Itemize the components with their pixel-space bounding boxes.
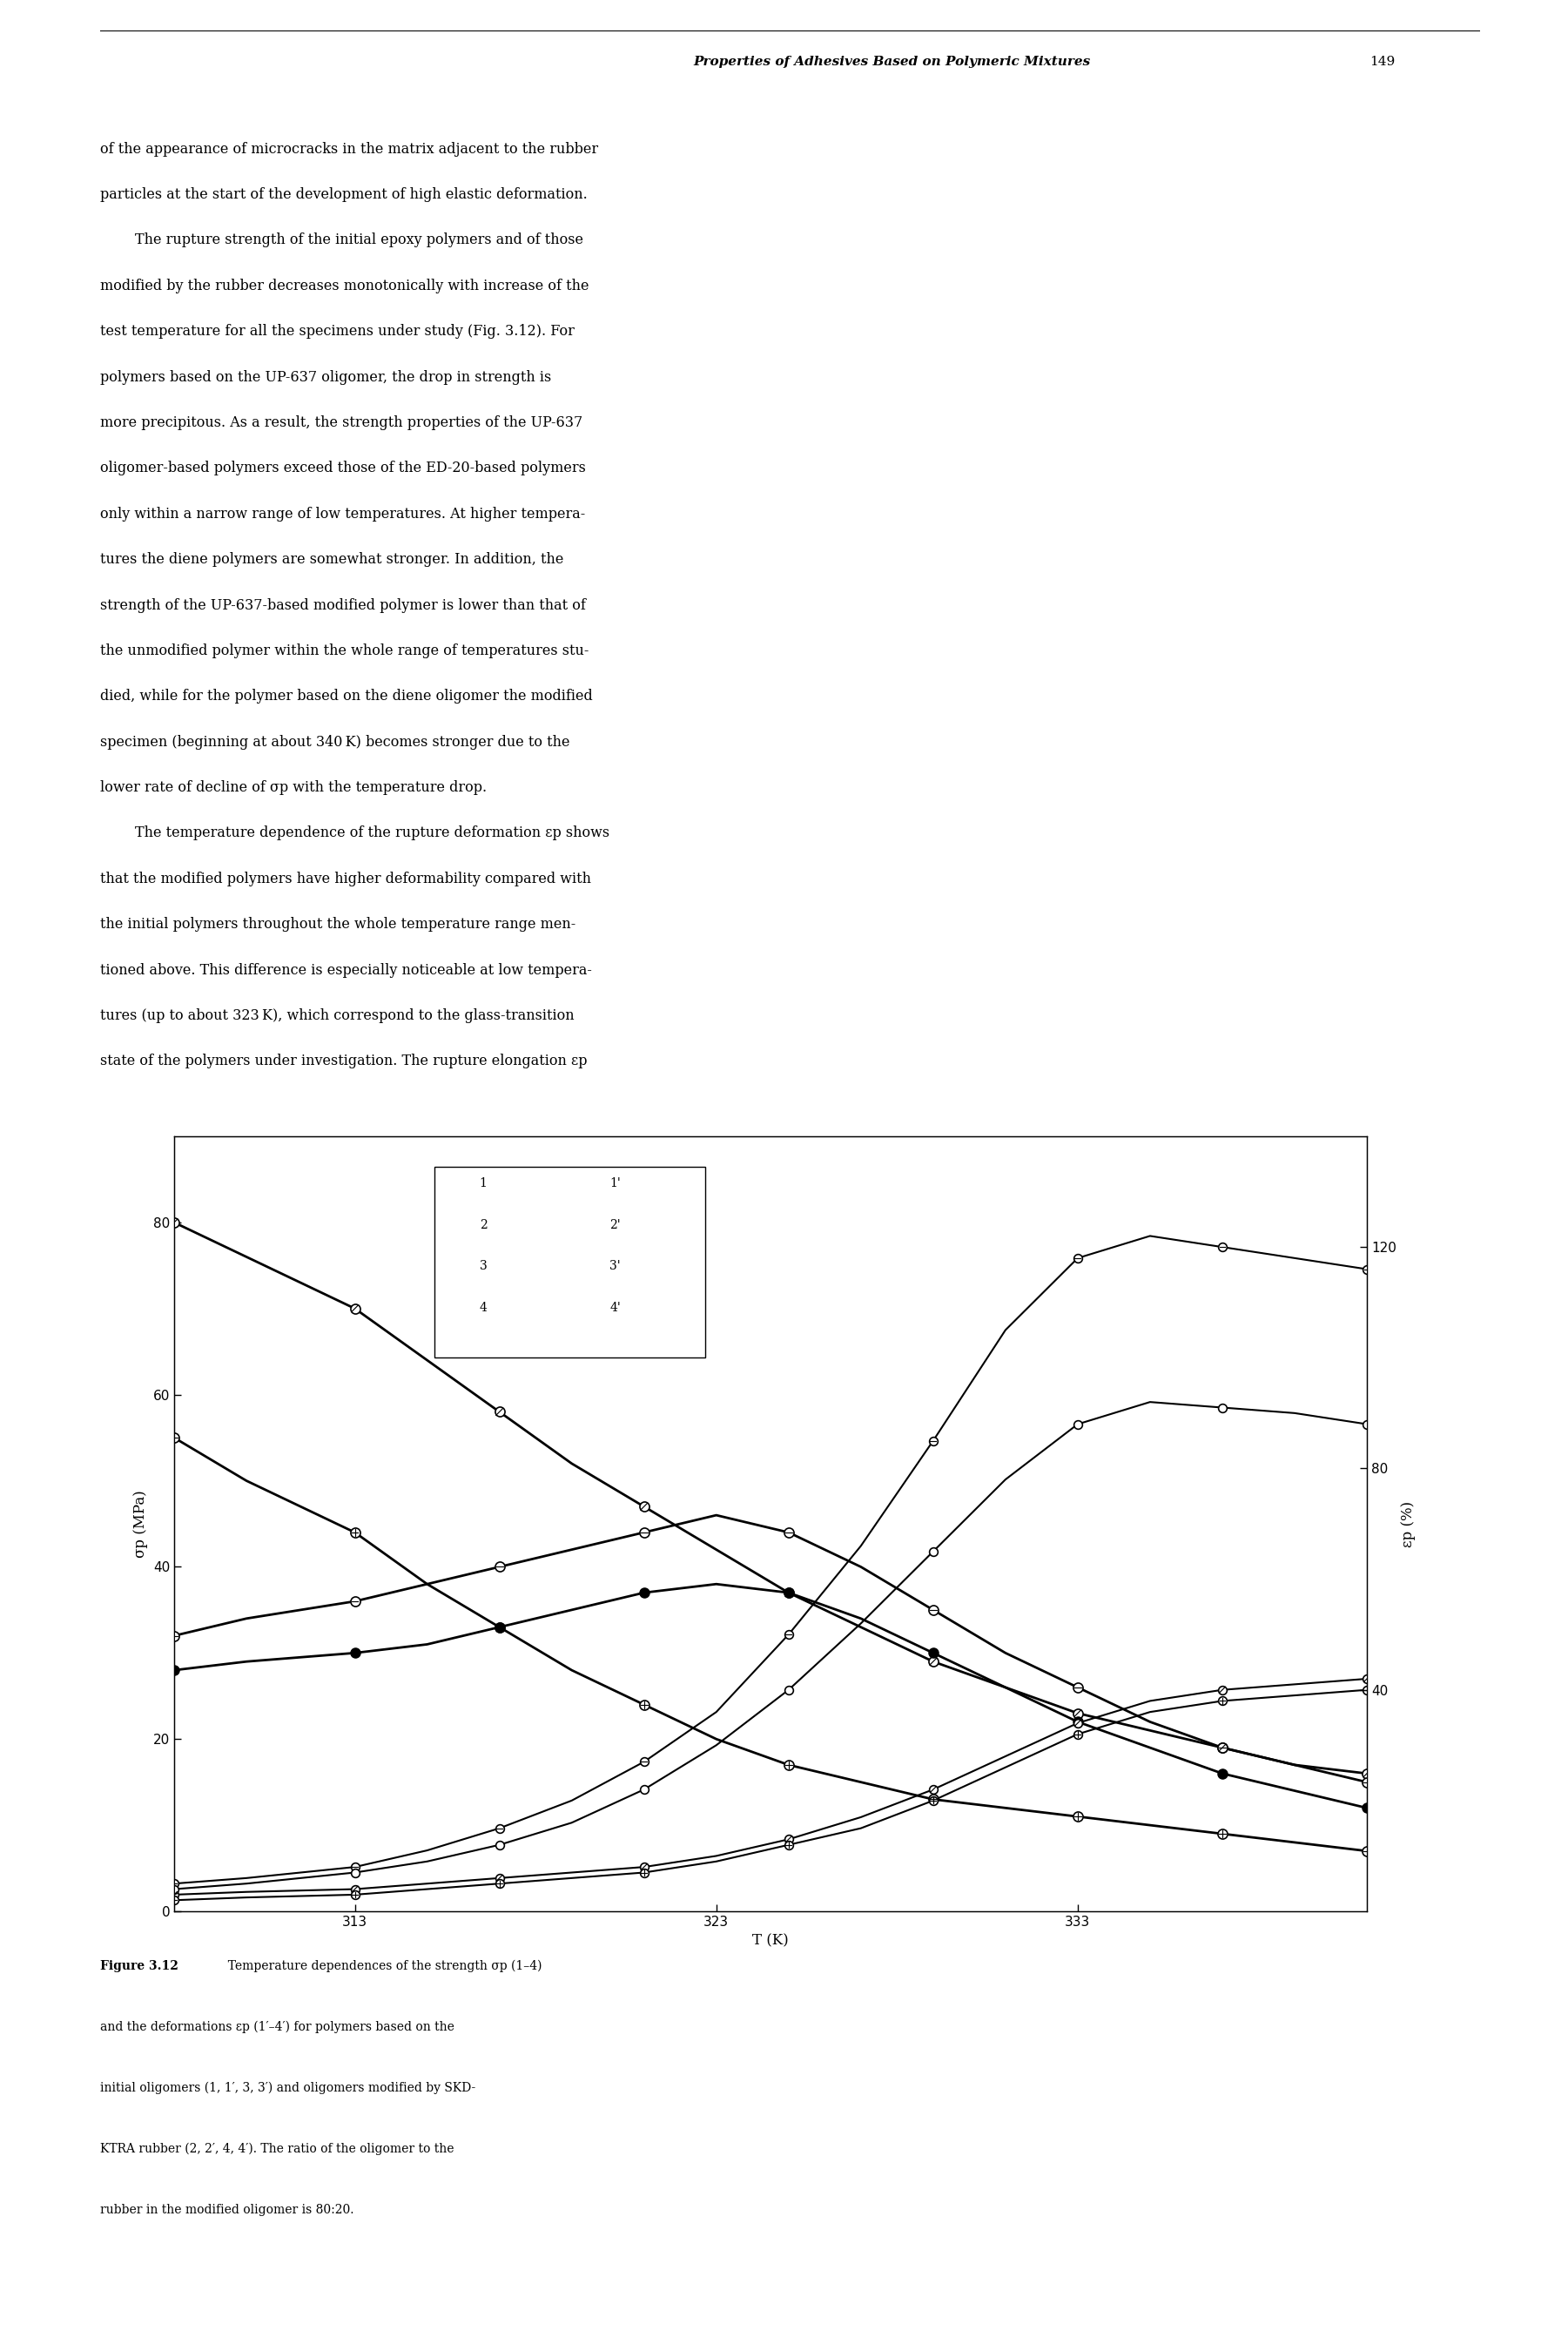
- Y-axis label: σp (MPa): σp (MPa): [133, 1491, 149, 1559]
- Text: 2: 2: [480, 1218, 488, 1232]
- Text: modified by the rubber decreases monotonically with increase of the: modified by the rubber decreases monoton…: [100, 277, 590, 294]
- Text: tures the diene polymers are somewhat stronger. In addition, the: tures the diene polymers are somewhat st…: [100, 552, 563, 567]
- Text: 4: 4: [480, 1302, 488, 1314]
- Text: 4': 4': [610, 1302, 621, 1314]
- Text: only within a narrow range of low temperatures. At higher tempera-: only within a narrow range of low temper…: [100, 505, 585, 522]
- X-axis label: T (K): T (K): [753, 1933, 789, 1949]
- Text: 1: 1: [480, 1178, 488, 1190]
- Text: tioned above. This difference is especially noticeable at low tempera-: tioned above. This difference is especia…: [100, 962, 591, 978]
- Text: lower rate of decline of σp with the temperature drop.: lower rate of decline of σp with the tem…: [100, 781, 486, 795]
- Text: strength of the UP-637-based modified polymer is lower than that of: strength of the UP-637-based modified po…: [100, 597, 586, 614]
- Bar: [434, 1166, 706, 1357]
- Text: initial oligomers (1, 1′, 3, 3′) and oligomers modified by SKD-: initial oligomers (1, 1′, 3, 3′) and oli…: [100, 2081, 475, 2095]
- Text: state of the polymers under investigation. The rupture elongation εp: state of the polymers under investigatio…: [100, 1053, 588, 1070]
- Text: particles at the start of the development of high elastic deformation.: particles at the start of the developmen…: [100, 188, 588, 202]
- Text: Temperature dependences of the strength σp (1–4): Temperature dependences of the strength …: [220, 1961, 543, 1972]
- Text: test temperature for all the specimens under study (Fig. 3.12). For: test temperature for all the specimens u…: [100, 324, 574, 339]
- Text: 3': 3': [610, 1260, 621, 1272]
- Text: The temperature dependence of the rupture deformation εp shows: The temperature dependence of the ruptur…: [135, 825, 610, 842]
- Text: more precipitous. As a result, the strength properties of the UP-637: more precipitous. As a result, the stren…: [100, 416, 583, 430]
- Text: 149: 149: [1370, 56, 1396, 68]
- Text: 3: 3: [480, 1260, 488, 1272]
- Text: that the modified polymers have higher deformability compared with: that the modified polymers have higher d…: [100, 872, 591, 886]
- Text: 2': 2': [610, 1218, 621, 1232]
- Text: The rupture strength of the initial epoxy polymers and of those: The rupture strength of the initial epox…: [135, 233, 583, 247]
- Text: oligomer-based polymers exceed those of the ED-20-based polymers: oligomer-based polymers exceed those of …: [100, 461, 586, 475]
- Text: 1': 1': [610, 1178, 621, 1190]
- Text: Figure 3.12: Figure 3.12: [100, 1961, 179, 1972]
- Text: polymers based on the UP-637 oligomer, the drop in strength is: polymers based on the UP-637 oligomer, t…: [100, 369, 552, 386]
- Text: tures (up to about 323 K), which correspond to the glass-transition: tures (up to about 323 K), which corresp…: [100, 1009, 574, 1023]
- Text: KTRA rubber (2, 2′, 4, 4′). The ratio of the oligomer to the: KTRA rubber (2, 2′, 4, 4′). The ratio of…: [100, 2142, 455, 2156]
- Text: died, while for the polymer based on the diene oligomer the modified: died, while for the polymer based on the…: [100, 689, 593, 703]
- Text: rubber in the modified oligomer is 80:20.: rubber in the modified oligomer is 80:20…: [100, 2203, 354, 2217]
- Text: specimen (beginning at about 340 K) becomes stronger due to the: specimen (beginning at about 340 K) beco…: [100, 734, 569, 750]
- Text: the initial polymers throughout the whole temperature range men-: the initial polymers throughout the whol…: [100, 917, 575, 931]
- Text: Properties of Adhesives Based on Polymeric Mixtures: Properties of Adhesives Based on Polymer…: [693, 56, 1091, 68]
- Y-axis label: εp (%): εp (%): [1402, 1500, 1416, 1547]
- Text: the unmodified polymer within the whole range of temperatures stu-: the unmodified polymer within the whole …: [100, 644, 590, 658]
- Text: and the deformations εp (1′–4′) for polymers based on the: and the deformations εp (1′–4′) for poly…: [100, 2022, 455, 2034]
- Text: of the appearance of microcracks in the matrix adjacent to the rubber: of the appearance of microcracks in the …: [100, 141, 599, 158]
